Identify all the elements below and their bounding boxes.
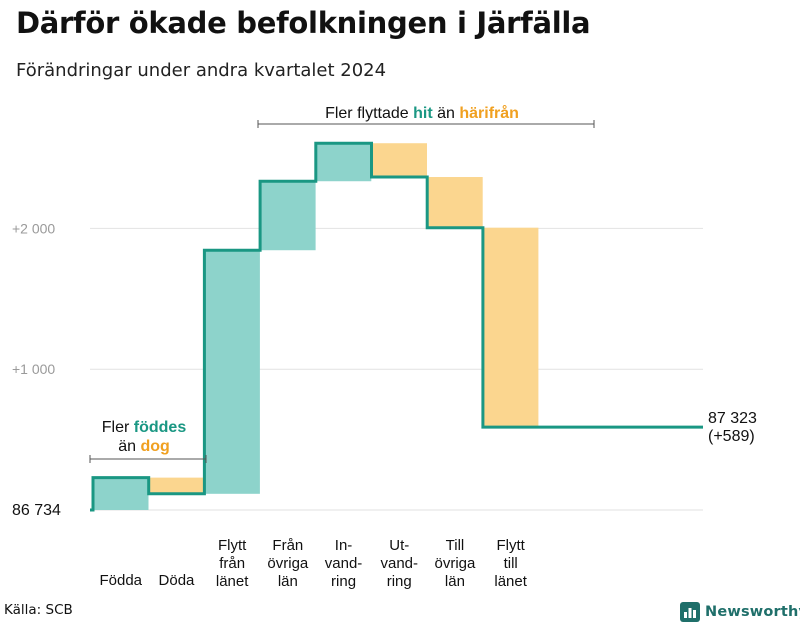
moved-annotation: Fler flyttade hit än härifrån xyxy=(325,104,519,122)
category-label-1: Födda xyxy=(99,572,142,589)
y-tick-label-1000: +1 000 xyxy=(12,361,55,377)
born-annotation-line2: än dog xyxy=(118,438,170,455)
category-label-3: Flytt från länet xyxy=(216,537,249,590)
bar-chart-logo-icon xyxy=(680,602,700,622)
bar-step-6 xyxy=(371,143,427,178)
brand-logo: Newsworthy xyxy=(680,602,800,622)
source-note: Källa: SCB xyxy=(4,602,73,618)
moved-hit-highlight: hit xyxy=(413,105,433,122)
grid-lines xyxy=(90,227,703,511)
bar-step-1 xyxy=(93,477,149,510)
baseline-value-label: 86 734 xyxy=(12,502,61,519)
category-label-6: Ut-vand-ring xyxy=(380,537,418,590)
cumulative-step-line xyxy=(90,141,703,512)
category-label-4: Från övriga län xyxy=(267,537,309,590)
step-line-group xyxy=(90,141,703,512)
bar-step-7 xyxy=(427,177,483,228)
chart-subtitle: Förändringar under andra kvartalet 2024 xyxy=(16,60,387,81)
born-highlight: föddes xyxy=(134,419,187,436)
final-value-label: 87 323 (+589) xyxy=(708,410,757,445)
moved-harifran-highlight: härifrån xyxy=(459,104,519,122)
y-tick-label-2000: +2 000 xyxy=(12,220,55,236)
bar-step-5 xyxy=(315,143,372,182)
bar-step-3 xyxy=(204,250,260,494)
category-label-2: Döda xyxy=(159,572,196,589)
category-label-7: Till övriga län xyxy=(435,537,477,590)
bar-step-2 xyxy=(148,477,205,494)
bars xyxy=(93,143,539,510)
annotations: Fler föddes än dog Fler flyttade hit än … xyxy=(89,104,595,463)
labels: +1 000 +2 000 86 734 Födda Döda Flytt från läne… xyxy=(12,220,757,590)
bar-step-8 xyxy=(482,227,539,428)
brand-name: Newsworthy xyxy=(705,604,800,620)
category-label-5: In-vand-ring xyxy=(325,537,363,590)
category-label-8: Flytt till länet xyxy=(494,537,527,590)
died-highlight: dog xyxy=(140,438,169,455)
bar-step-4 xyxy=(260,181,316,251)
born-annotation-line1: Fler föddes xyxy=(102,419,187,436)
chart-title: Därför ökade befolkningen i Järfälla xyxy=(16,6,591,40)
